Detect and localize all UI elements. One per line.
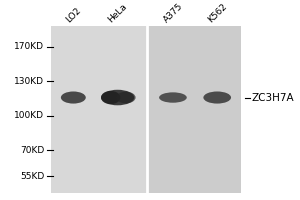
Text: LO2: LO2: [64, 6, 82, 24]
Text: 70KD: 70KD: [20, 146, 44, 155]
Ellipse shape: [203, 91, 231, 104]
Text: ZC3H7A: ZC3H7A: [252, 93, 294, 103]
Text: 55KD: 55KD: [20, 172, 44, 181]
Text: 100KD: 100KD: [14, 111, 44, 120]
Bar: [147, 26, 241, 193]
Text: A375: A375: [161, 1, 184, 24]
Text: HeLa: HeLa: [106, 2, 129, 24]
Ellipse shape: [159, 92, 187, 103]
Ellipse shape: [116, 92, 136, 103]
Text: 130KD: 130KD: [14, 77, 44, 86]
Bar: [51, 26, 147, 193]
Text: K562: K562: [206, 1, 229, 24]
Ellipse shape: [101, 91, 120, 104]
Ellipse shape: [101, 90, 134, 105]
Ellipse shape: [61, 91, 86, 104]
Text: 170KD: 170KD: [14, 42, 44, 51]
